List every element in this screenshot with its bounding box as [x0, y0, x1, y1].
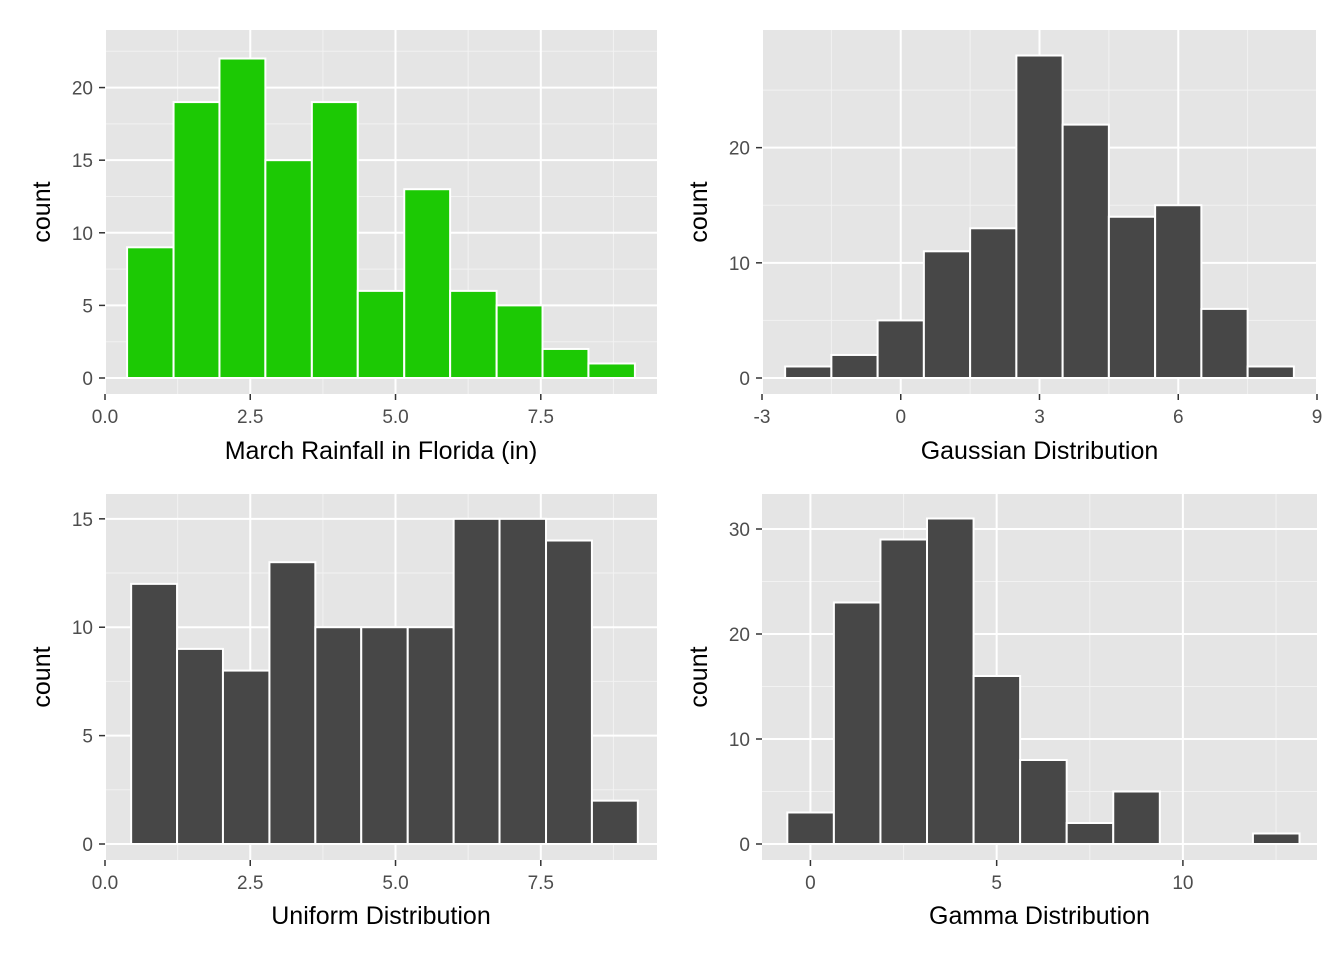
gaussian-bars — [784, 54, 1295, 379]
gaussian-histogram-bar — [784, 365, 833, 379]
uniform-y-tick-label: 15 — [72, 510, 93, 531]
gamma-histogram-bar — [1251, 832, 1301, 845]
gaussian-histogram-bar — [1015, 54, 1064, 379]
rainfall-histogram-bar — [541, 347, 590, 379]
gaussian-histogram-bar — [1200, 307, 1249, 379]
gamma-histogram-bar — [1112, 790, 1161, 845]
uniform-axes: 0 5 10 15 0.0 2.5 5.0 7.5 — [72, 510, 554, 894]
uniform-histogram-bar — [360, 626, 409, 846]
rainfall-histogram-bar — [495, 304, 544, 379]
gaussian-x-tick-label: 9 — [1312, 407, 1323, 428]
gamma-x-axis-title: Gamma Distribution — [929, 902, 1150, 930]
uniform-bars — [130, 517, 639, 846]
uniform-y-axis-title: count — [28, 646, 56, 707]
uniform-histogram-bar — [406, 626, 455, 846]
rainfall-y-tick-label: 15 — [72, 151, 93, 172]
uniform-histogram-bar — [498, 517, 548, 845]
uniform-histogram-bar — [268, 561, 317, 845]
gamma-histogram-bar — [1065, 822, 1115, 845]
gamma-histogram-bar — [786, 811, 835, 845]
gamma-histogram-bar — [879, 538, 929, 845]
gamma-y-tick-label: 0 — [739, 835, 750, 856]
gamma-histogram-bar — [926, 517, 975, 845]
uniform-y-tick-label: 5 — [82, 727, 93, 748]
rainfall-axes: 0 5 10 15 20 0.0 2.5 5.0 7.5 — [72, 79, 554, 428]
uniform-x-axis-title: Uniform Distribution — [271, 902, 491, 930]
rainfall-x-tick-label: 2.5 — [237, 407, 263, 428]
gaussian-histogram-bar — [1246, 365, 1295, 379]
rainfall-x-tick-label: 0.0 — [92, 407, 118, 428]
rainfall-x-tick-label: 7.5 — [528, 407, 554, 428]
gaussian-histogram-bar — [969, 227, 1018, 379]
uniform-x-tick-label: 2.5 — [237, 873, 263, 894]
gamma-histogram-panel: 0 10 20 30 0 5 10 Gamma Distribution count — [685, 494, 1317, 930]
gamma-x-tick-label: 0 — [805, 873, 816, 894]
uniform-x-tick-label: 0.0 — [92, 873, 118, 894]
gamma-axes: 0 10 20 30 0 5 10 — [729, 520, 1194, 894]
rainfall-histogram-bar — [218, 57, 267, 380]
uniform-histogram-bar — [130, 582, 179, 845]
gamma-y-tick-label: 30 — [729, 520, 750, 541]
gamma-histogram-bar — [972, 675, 1022, 845]
rainfall-histogram-bar — [587, 362, 636, 380]
rainfall-histogram-bar — [449, 289, 498, 379]
gamma-bars — [786, 517, 1301, 845]
uniform-histogram-panel: 0 5 10 15 0.0 2.5 5.0 7.5 Uniform Distribution co… — [28, 494, 657, 930]
gaussian-y-tick-label: 10 — [729, 254, 750, 275]
gamma-x-tick-label: 5 — [991, 873, 1002, 894]
gaussian-y-tick-label: 20 — [729, 139, 750, 160]
gamma-histogram-bar — [832, 601, 882, 845]
uniform-histogram-bar — [545, 539, 593, 845]
gaussian-histogram-bar — [830, 353, 879, 379]
uniform-histogram-bar — [314, 626, 363, 846]
uniform-y-tick-label: 0 — [82, 835, 93, 856]
rainfall-y-tick-label: 5 — [82, 296, 93, 317]
gamma-histogram-bar — [1019, 759, 1068, 845]
gaussian-x-axis-title: Gaussian Distribution — [921, 437, 1159, 465]
gaussian-x-tick-label: 0 — [895, 407, 906, 428]
gamma-y-tick-label: 20 — [729, 625, 750, 646]
gaussian-histogram-bar — [1107, 215, 1157, 379]
gamma-y-axis-title: count — [685, 646, 713, 707]
gamma-y-tick-label: 10 — [729, 730, 750, 751]
gaussian-x-tick-label: 3 — [1034, 407, 1045, 428]
rainfall-histogram-bar — [356, 289, 406, 379]
rainfall-histogram-bar — [264, 159, 313, 379]
rainfall-bars — [126, 57, 636, 380]
gaussian-x-tick-label: 6 — [1173, 407, 1184, 428]
rainfall-histogram-bar — [310, 101, 359, 380]
rainfall-y-tick-label: 0 — [82, 369, 93, 390]
rainfall-y-axis-title: count — [28, 181, 56, 242]
gaussian-y-tick-label: 0 — [739, 369, 750, 390]
gaussian-histogram-bar — [1154, 204, 1203, 379]
gaussian-histogram-bar — [1061, 123, 1110, 379]
uniform-histogram-bar — [221, 669, 271, 845]
uniform-x-tick-label: 5.0 — [382, 873, 408, 894]
uniform-histogram-bar — [590, 799, 639, 845]
rainfall-y-tick-label: 20 — [72, 79, 93, 100]
rainfall-histogram-bar — [403, 188, 452, 379]
rainfall-y-tick-label: 10 — [72, 224, 93, 245]
uniform-x-tick-label: 7.5 — [528, 873, 554, 894]
gamma-x-tick-label: 10 — [1172, 873, 1193, 894]
rainfall-histogram-bar — [172, 101, 221, 380]
uniform-y-tick-label: 10 — [72, 618, 93, 639]
gaussian-x-tick-label: -3 — [754, 407, 771, 428]
rainfall-x-tick-label: 5.0 — [382, 407, 408, 428]
rainfall-histogram-panel: 0 5 10 15 20 0.0 2.5 5.0 7.5 March Rainfall in Fl… — [28, 30, 657, 465]
gaussian-y-axis-title: count — [685, 181, 713, 242]
gaussian-histogram-bar — [922, 250, 972, 379]
rainfall-x-axis-title: March Rainfall in Florida (in) — [225, 437, 538, 465]
rainfall-histogram-bar — [126, 246, 175, 379]
gaussian-histogram-bar — [876, 319, 925, 379]
uniform-histogram-bar — [452, 517, 501, 845]
uniform-histogram-bar — [176, 647, 224, 845]
